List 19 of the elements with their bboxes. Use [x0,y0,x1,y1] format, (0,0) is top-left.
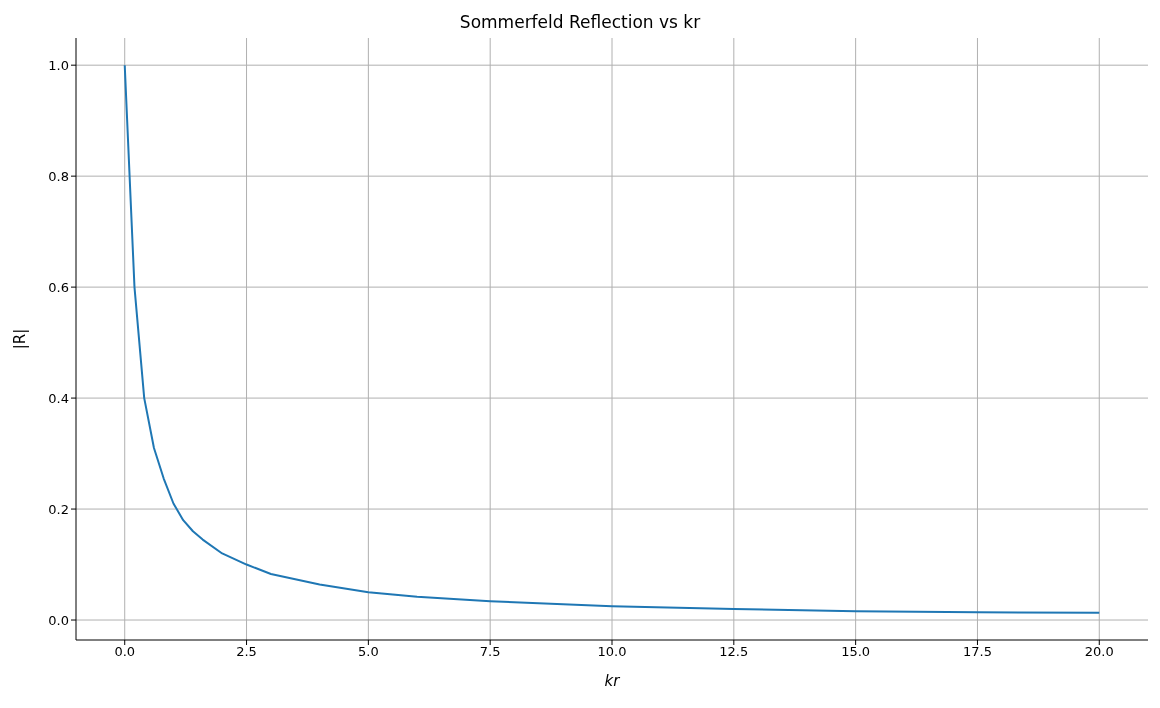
x-axis-title: kr [604,672,621,690]
x-tick-label: 7.5 [479,644,501,660]
x-tick-label: 17.5 [962,644,992,660]
y-tick-label: 1.0 [48,57,69,73]
y-tick-label: 0.2 [48,501,69,517]
y-tick-label: 0.8 [48,168,69,184]
chart-title: Sommerfeld Reflection vs kr [458,11,702,34]
y-tick-label: 0.0 [48,612,69,628]
y-axis-title: |R| [11,328,30,350]
y-tick-label: 0.6 [48,279,69,295]
x-tick-label: 15.0 [841,644,871,660]
x-tick-label: 10.0 [597,644,627,660]
y-tick-label: 0.4 [48,390,69,406]
line-series [123,64,1101,614]
x-tick-label: 0.0 [114,644,136,660]
x-tick-label: 12.5 [719,644,749,660]
x-tick-label: 2.5 [236,644,257,660]
x-tick-label: 5.0 [358,644,379,660]
x-tick-label: 20.0 [1084,644,1114,660]
